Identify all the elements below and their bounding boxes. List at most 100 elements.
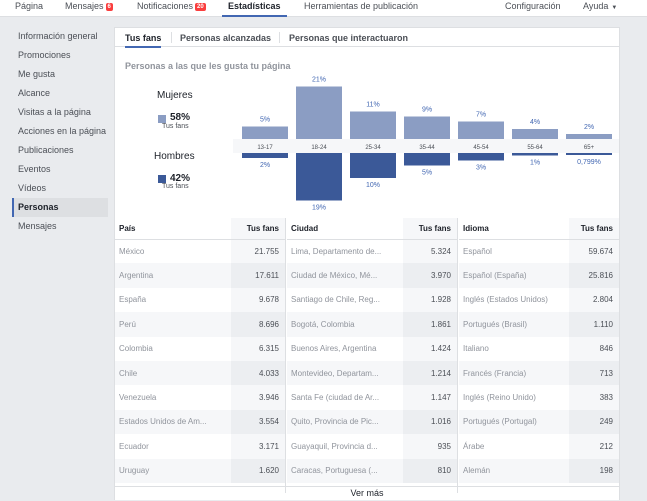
men-bar[interactable] — [296, 153, 342, 201]
row-name: Español — [463, 246, 492, 256]
women-percentage: 58% — [170, 112, 191, 123]
women-value-label: 7% — [476, 112, 486, 119]
age-range-label: 25-34 — [365, 145, 381, 151]
row-fans-count: 713 — [568, 360, 619, 386]
row-fans-count: 59.674 — [568, 239, 619, 264]
nav-notifications[interactable]: Notificaciones 20 — [137, 1, 206, 11]
row-fans-count: 9.678 — [231, 287, 285, 313]
table-row: México 21.755 — [115, 239, 285, 264]
women-value-label: 4% — [530, 119, 540, 126]
women-bar[interactable] — [404, 116, 450, 140]
men-legend-swatch — [158, 175, 166, 183]
table-row: Inglés (Reino Unido) 383 — [459, 385, 619, 410]
nav-publishing-tools[interactable]: Herramientas de publicación — [304, 1, 419, 11]
table-row: Portugués (Portugal) 249 — [459, 409, 619, 435]
tab-divider — [279, 32, 280, 43]
table-row: Portugués (Brasil) 1.110 — [459, 312, 619, 337]
tab-people-reached[interactable]: Personas alcanzadas — [180, 33, 272, 43]
women-bar[interactable] — [566, 134, 612, 139]
sidebar: Información general Promociones Me gusta… — [12, 27, 108, 236]
sidebar-item-events[interactable]: Eventos — [18, 164, 51, 174]
women-bar[interactable] — [296, 86, 342, 140]
row-name: Santiago de Chile, Reg... — [291, 295, 380, 305]
table-row: Argentina 17.611 — [115, 263, 285, 288]
sidebar-item-people[interactable]: Personas — [12, 198, 108, 217]
sidebar-item-overview[interactable]: Información general — [18, 31, 98, 41]
notifications-badge: 20 — [195, 3, 206, 11]
row-fans-count: 198 — [568, 458, 619, 483]
table-row: Colombia 6.315 — [115, 336, 285, 361]
table-row: Lima, Departamento de... 5.324 — [287, 239, 457, 264]
row-fans-count: 3.171 — [231, 434, 285, 459]
city-column-header[interactable]: Ciudad — [287, 218, 404, 240]
table-row: Bogotá, Colombia 1.861 — [287, 312, 457, 337]
sidebar-item-videos[interactable]: Vídeos — [18, 183, 47, 193]
men-value-label: 0,799% — [577, 159, 601, 166]
row-name: Inglés (Estados Unidos) — [463, 295, 548, 305]
language-column-header[interactable]: Idioma — [459, 218, 569, 240]
row-name: Árabe — [463, 441, 485, 451]
cities-table: Ciudad Tus fans Lima, Departamento de...… — [287, 218, 457, 483]
fans-column-header[interactable]: Tus fans — [403, 218, 457, 240]
nav-insights[interactable]: Estadísticas — [222, 0, 287, 17]
men-bar[interactable] — [458, 153, 504, 161]
men-value-label: 2% — [260, 162, 270, 169]
table-row: Ciudad de México, Mé... 3.970 — [287, 263, 457, 288]
men-bar[interactable] — [242, 153, 288, 158]
row-name: Uruguay — [115, 458, 232, 483]
column-divider — [457, 218, 458, 493]
table-row: Buenos Aires, Argentina 1.424 — [287, 336, 457, 361]
row-name: Bogotá, Colombia — [287, 312, 404, 337]
nav-settings[interactable]: Configuración — [505, 1, 561, 11]
sidebar-item-page-views[interactable]: Visitas a la página — [18, 107, 91, 117]
row-fans-count: 1.147 — [403, 385, 457, 410]
nav-help[interactable]: Ayuda ▼ — [583, 1, 618, 11]
row-name: Perú — [115, 312, 232, 337]
men-bar[interactable] — [350, 153, 396, 178]
age-range-label: 45-54 — [473, 145, 489, 151]
nav-page[interactable]: Página — [15, 1, 44, 11]
country-column-header[interactable]: País — [115, 218, 232, 240]
row-fans-count: 810 — [403, 458, 457, 483]
tab-people-engaged[interactable]: Personas que interactuaron — [289, 33, 409, 43]
row-name: Argentina — [115, 263, 232, 288]
table-row: Francés (Francia) 713 — [459, 360, 619, 386]
row-fans-count: 1.928 — [403, 287, 457, 313]
women-bar[interactable] — [242, 126, 288, 140]
men-bar[interactable] — [512, 153, 558, 156]
sidebar-item-promotions[interactable]: Promociones — [18, 50, 71, 60]
row-name: Venezuela — [119, 393, 157, 403]
table-row: Caracas, Portuguesa (... 810 — [287, 458, 457, 483]
men-bar[interactable] — [566, 153, 612, 155]
sidebar-item-likes[interactable]: Me gusta — [18, 69, 56, 79]
see-more-button[interactable]: Ver más — [115, 486, 619, 501]
row-fans-count: 1.424 — [403, 336, 457, 361]
sidebar-item-page-actions[interactable]: Acciones en la página — [18, 126, 107, 136]
row-name: Ecuador — [119, 441, 149, 451]
men-percentage: 42% — [170, 173, 191, 184]
men-value-label: 19% — [312, 205, 326, 212]
table-row: Venezuela 3.946 — [115, 385, 285, 410]
row-name: España — [119, 295, 147, 305]
sidebar-item-messages[interactable]: Mensajes — [18, 221, 57, 231]
women-bar[interactable] — [350, 111, 396, 140]
row-name: Alemán — [459, 458, 569, 483]
sidebar-item-reach[interactable]: Alcance — [18, 88, 51, 98]
women-bar[interactable] — [512, 129, 558, 139]
sidebar-item-posts[interactable]: Publicaciones — [18, 145, 74, 155]
row-name: Santa Fe (ciudad de Ar... — [291, 393, 380, 403]
men-value-label: 3% — [476, 165, 486, 172]
row-name: Italiano — [463, 344, 489, 354]
women-bar[interactable] — [458, 121, 504, 140]
tab-your-fans[interactable]: Tus fans — [125, 33, 162, 48]
table-row: Chile 4.033 — [115, 360, 285, 386]
row-name: Inglés (Reino Unido) — [463, 393, 536, 403]
table-row: Uruguay 1.620 — [115, 458, 285, 483]
age-range-label: 35-44 — [419, 145, 435, 151]
fans-column-header[interactable]: Tus fans — [231, 218, 285, 240]
fans-column-header[interactable]: Tus fans — [568, 218, 619, 240]
men-value-label: 10% — [366, 182, 380, 189]
row-name: Portugués (Portugal) — [459, 409, 569, 435]
nav-messages[interactable]: Mensajes 6 — [65, 1, 113, 11]
men-bar[interactable] — [404, 153, 450, 166]
